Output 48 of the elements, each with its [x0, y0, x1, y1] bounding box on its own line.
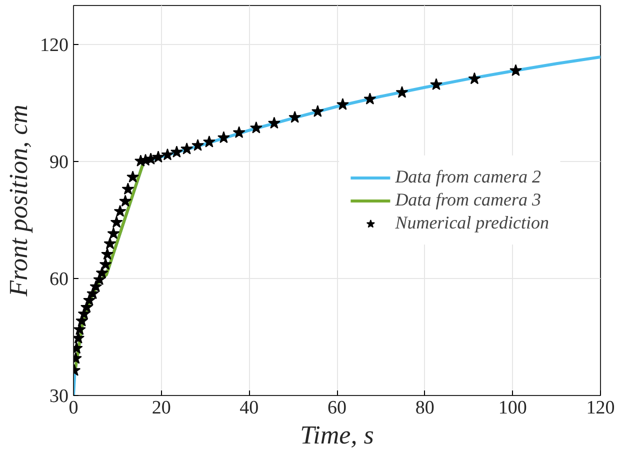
x-tick-label: 80: [415, 398, 434, 418]
point: [90, 280, 102, 292]
point: [232, 126, 246, 138]
point: [114, 204, 126, 217]
x-tick-label: 120: [586, 398, 615, 418]
point: [119, 194, 132, 207]
point: [468, 72, 481, 84]
point: [202, 136, 216, 148]
y-tick-label: 120: [40, 35, 68, 56]
point: [122, 182, 134, 195]
point: [99, 258, 112, 270]
point: [217, 131, 230, 144]
x-tick-label: 0: [68, 398, 78, 418]
point: [107, 227, 120, 240]
point: [74, 332, 85, 344]
point: [152, 150, 164, 163]
point: [180, 142, 194, 154]
point: [96, 266, 108, 278]
y-tick-label: 60: [50, 269, 68, 290]
point: [101, 248, 114, 260]
point: [83, 294, 96, 306]
x-tick-label: 40: [240, 398, 259, 418]
y-tick-label: 30: [50, 386, 68, 407]
point: [250, 121, 262, 134]
x-axis-title: Time, s: [300, 420, 374, 450]
point: [126, 170, 139, 182]
point: [288, 110, 302, 123]
point: [268, 116, 280, 129]
point: [364, 92, 376, 104]
point: [430, 78, 442, 90]
legend-label: Numerical prediction: [395, 212, 549, 234]
x-tick-label: 20: [152, 398, 171, 418]
point: [104, 237, 116, 250]
x-tick-label: 100: [498, 398, 527, 418]
point: [510, 64, 522, 76]
legend-label: Data from camera 3: [395, 190, 542, 210]
point: [396, 86, 408, 98]
y-tick-label: 90: [50, 152, 68, 173]
point: [161, 148, 174, 160]
point: [74, 323, 86, 335]
point: [170, 146, 183, 158]
y-axis-title: Front position, cm: [4, 104, 33, 298]
point: [110, 216, 123, 228]
point: [192, 139, 204, 151]
x-tick-label: 60: [328, 398, 346, 418]
point: [311, 105, 324, 117]
legend-label: Data from camera 2: [395, 166, 542, 188]
point: [336, 98, 349, 110]
